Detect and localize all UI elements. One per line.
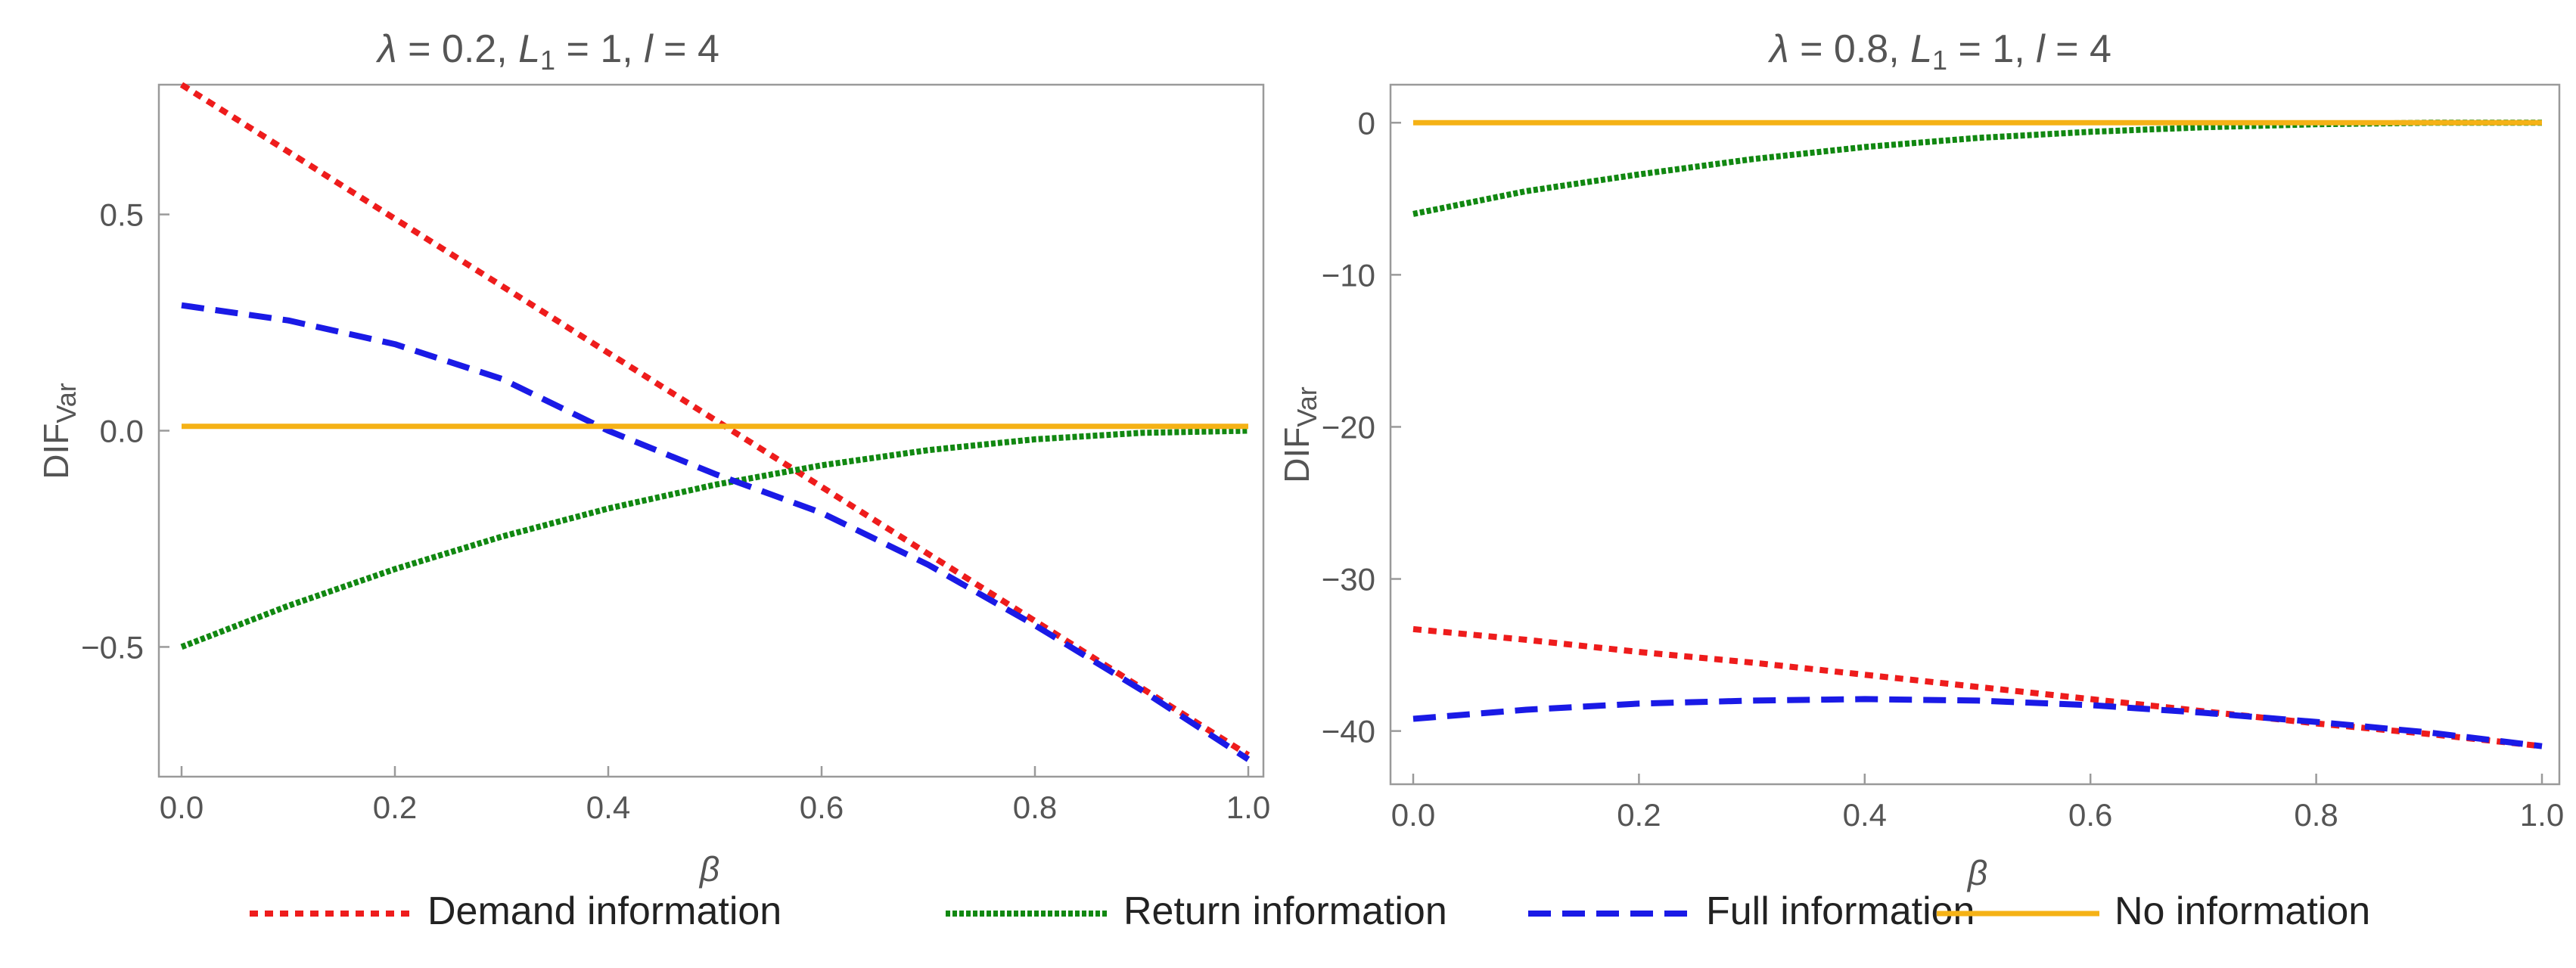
right-title-lambda-value: = 0.8, xyxy=(1789,27,1910,71)
right-y-tick-label: −10 xyxy=(1322,257,1375,293)
left-series-group xyxy=(179,82,1251,762)
left-title-L-sub: 1 xyxy=(540,45,555,76)
right-panel-title: λ = 0.8, L1 = 1, l = 4 xyxy=(1767,27,2111,76)
legend-label-demand: Demand information xyxy=(427,889,782,933)
left-title-L-value: = 1, xyxy=(555,27,644,71)
left-title-l-value: = 4 xyxy=(653,27,719,71)
left-plot-frame xyxy=(157,83,1265,778)
right-y-axis-label-main: DIF xyxy=(1277,427,1316,483)
right-x-tick-label: 0.0 xyxy=(1391,797,1435,833)
left-title-l: l xyxy=(644,27,654,71)
right-title-L-value: = 1, xyxy=(1947,27,2036,71)
left-y-axis-label-main: DIF xyxy=(36,424,76,479)
right-x-tick-label: 0.4 xyxy=(1843,797,1887,833)
left-title-lambda-value: = 0.2, xyxy=(397,27,518,71)
left-panel: λ = 0.2, L1 = 1, l = 4 0.0 0.2 0.4 0.6 0.8 1.… xyxy=(36,27,1270,889)
right-series-full-line xyxy=(1412,696,2543,749)
right-x-tick-label: 1.0 xyxy=(2520,797,2564,833)
legend-label-return: Return information xyxy=(1123,889,1447,933)
left-series-demand-line xyxy=(179,82,1251,758)
right-y-axis-label: DIFVar xyxy=(1277,386,1322,482)
right-y-tick-label: −40 xyxy=(1322,714,1375,749)
right-panel: λ = 0.8, L1 = 1, l = 4 0.0 0.2 0.4 0.6 0.8 1.… xyxy=(1277,27,2564,892)
left-panel-title: λ = 0.2, L1 = 1, l = 4 xyxy=(375,27,719,76)
left-x-tick-label: 0.0 xyxy=(160,790,204,825)
right-series-group xyxy=(1412,119,2543,749)
right-y-tick-label: −30 xyxy=(1322,562,1375,597)
right-y-tick-label: 0 xyxy=(1358,105,1375,141)
left-x-tick-label: 0.8 xyxy=(1013,790,1057,825)
left-axis-ticks: 0.0 0.2 0.4 0.6 0.8 1.0 −0.5 0.0 0.5 xyxy=(81,197,1270,825)
left-series-full-line xyxy=(181,302,1251,762)
left-x-tick-label: 1.0 xyxy=(1226,790,1270,825)
right-plot-frame xyxy=(1389,83,2561,786)
legend-label-none: No information xyxy=(2115,889,2370,933)
right-x-tick-label: 0.8 xyxy=(2294,797,2338,833)
right-title-l-value: = 4 xyxy=(2045,27,2111,71)
right-title-L-sub: 1 xyxy=(1932,45,1947,76)
left-title-lambda: λ xyxy=(375,27,397,71)
legend-label-full: Full information xyxy=(1706,889,1975,933)
right-y-axis-label-sub: Var xyxy=(1291,386,1322,427)
left-y-tick-label: 0.5 xyxy=(100,197,144,233)
left-x-axis-label: β xyxy=(698,849,719,889)
right-series-demand-line xyxy=(1412,625,2543,749)
right-x-axis-label: β xyxy=(1966,853,1987,892)
right-title-L: L xyxy=(1910,27,1932,71)
left-y-tick-label: 0.0 xyxy=(100,414,144,449)
legend: Demand information Return information Full… xyxy=(250,889,2370,933)
right-x-tick-label: 0.2 xyxy=(1617,797,1661,833)
left-series-return-line xyxy=(180,427,1249,650)
right-axis-ticks: 0.0 0.2 0.4 0.6 0.8 1.0 −40 −30 −20 −10 0 xyxy=(1322,105,2564,833)
left-y-axis-label: DIFVar xyxy=(36,383,82,479)
left-y-axis-label-sub: Var xyxy=(51,383,82,423)
right-title-l: l xyxy=(2036,27,2046,71)
left-y-tick-label: −0.5 xyxy=(81,629,144,665)
right-x-tick-label: 0.6 xyxy=(2068,797,2112,833)
left-x-tick-label: 0.4 xyxy=(586,790,630,825)
left-x-tick-label: 0.6 xyxy=(800,790,844,825)
right-y-tick-label: −20 xyxy=(1322,409,1375,445)
left-title-L: L xyxy=(518,27,540,71)
left-x-tick-label: 0.2 xyxy=(373,790,417,825)
right-series-return-line xyxy=(1412,119,2542,217)
right-title-lambda: λ xyxy=(1767,27,1789,71)
